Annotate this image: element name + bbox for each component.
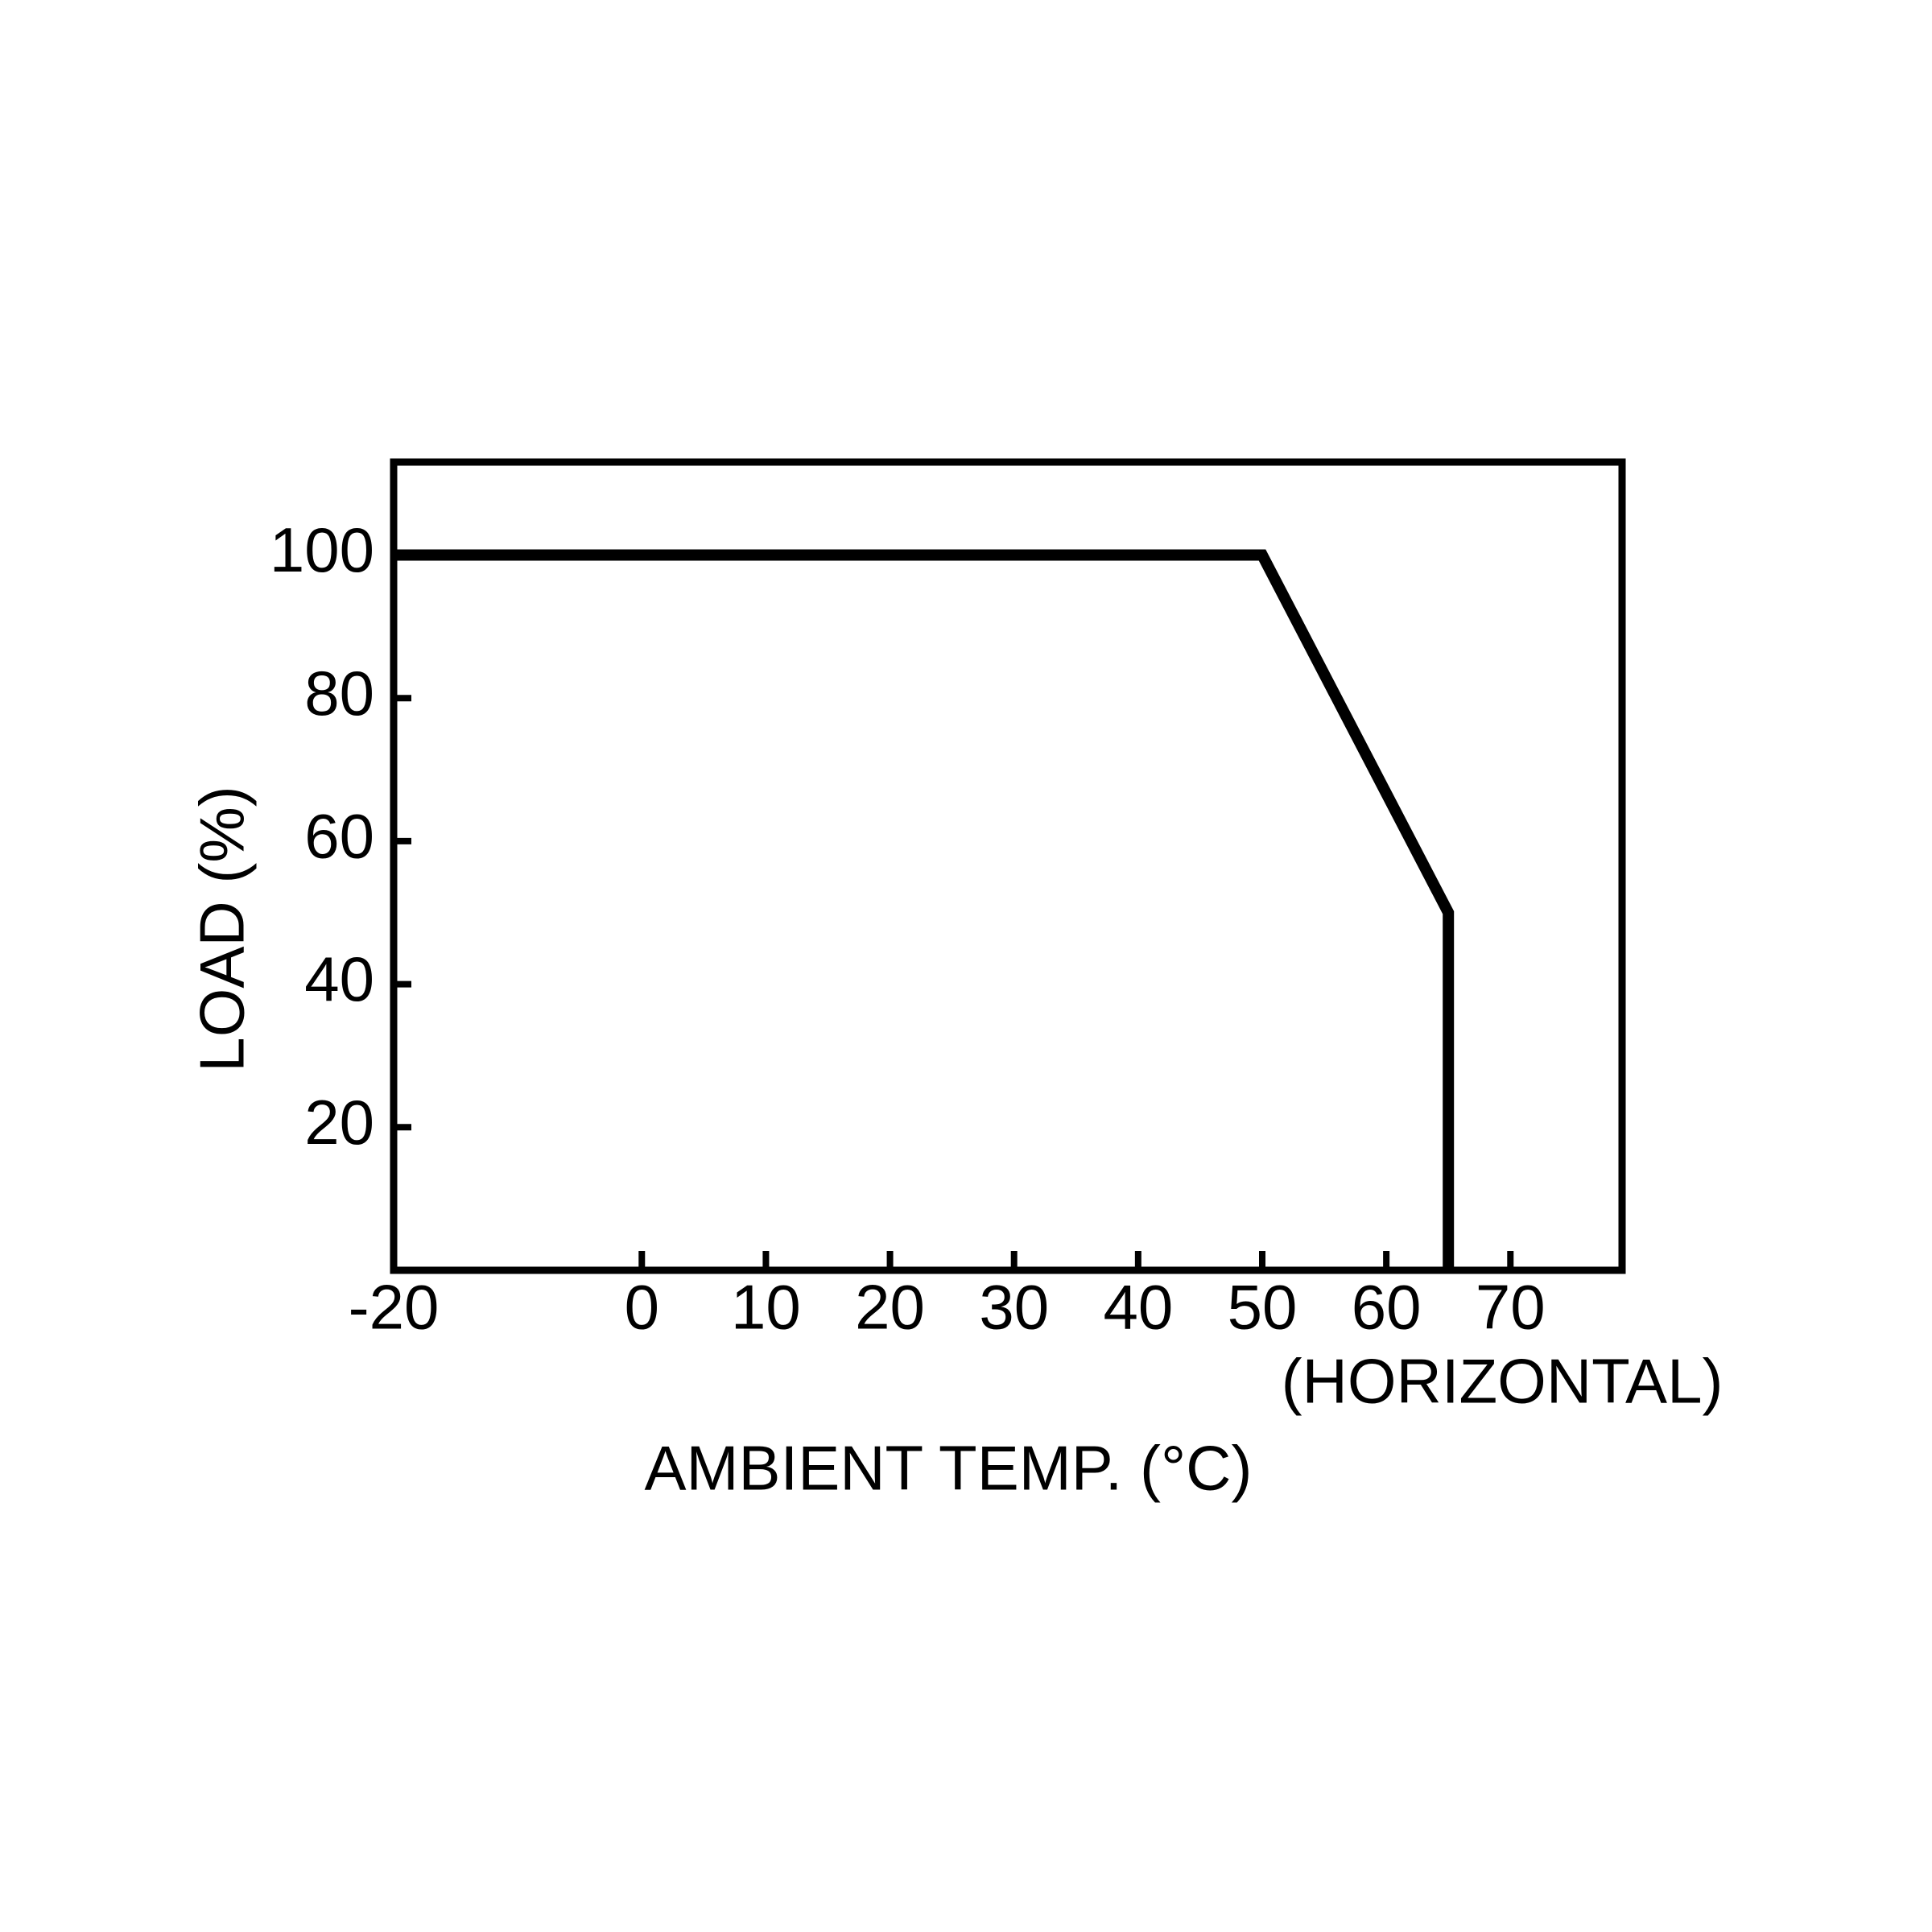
x-axis-label: AMBIENT TEMP. (°C) (645, 1433, 1253, 1504)
y-tick-label: 100 (270, 514, 374, 585)
plot-frame (390, 458, 1626, 1274)
x-tick-label: 0 (625, 1272, 659, 1343)
x-tick-label: 20 (855, 1272, 925, 1343)
x-tick-label: -20 (349, 1272, 440, 1343)
y-tick-label: 20 (304, 1087, 374, 1158)
x-tick-label: 50 (1228, 1272, 1298, 1343)
derating-line (394, 549, 1455, 1270)
y-tick-label: 40 (304, 943, 374, 1014)
x-tick-label: 70 (1476, 1272, 1546, 1343)
x-tick-label: 60 (1352, 1272, 1422, 1343)
annotation: (HORIZONTAL) (1282, 1346, 1724, 1417)
y-tick-label: 60 (304, 801, 374, 872)
x-tick-label: 10 (731, 1272, 801, 1343)
x-tick-label: 40 (1103, 1272, 1173, 1343)
y-tick-label: 80 (304, 658, 374, 729)
y-axis-label: LOAD (%) (187, 786, 258, 1071)
x-tick-label: 30 (979, 1272, 1049, 1343)
